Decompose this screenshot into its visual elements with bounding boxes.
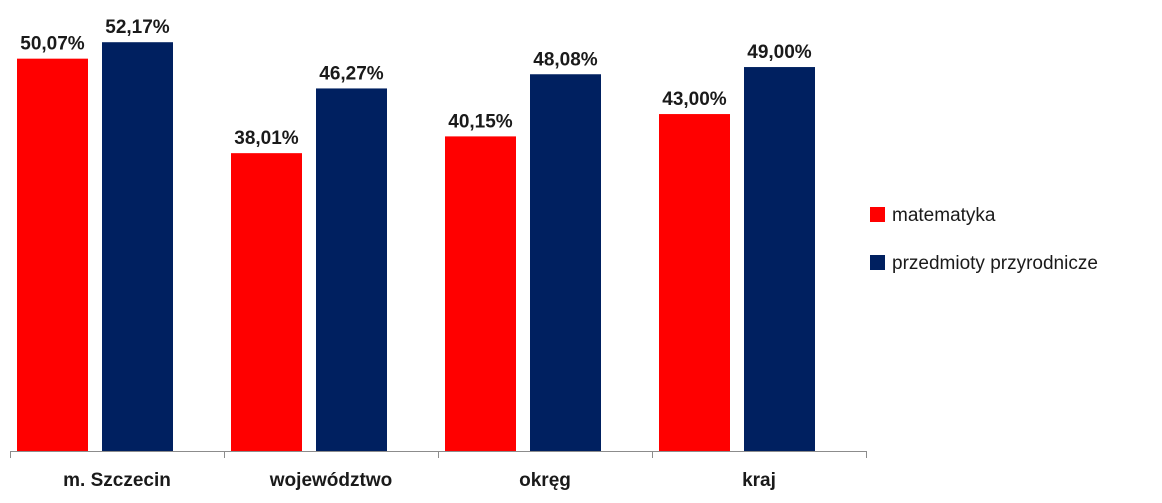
- x-tick-label-kraj: kraj: [742, 470, 776, 491]
- x-axis: [10, 451, 867, 458]
- data-label-przedmioty-przyrodnicze-wojewodztwo: 46,27%: [319, 63, 384, 84]
- bar-przedmioty-przyrodnicze-kraj: [744, 67, 815, 452]
- data-label-przedmioty-przyrodnicze-okreg: 48,08%: [533, 49, 598, 70]
- data-label-matematyka-kraj: 43,00%: [662, 89, 727, 110]
- data-label-matematyka-okreg: 40,15%: [448, 111, 513, 132]
- x-tick-label-wojewodztwo: województwo: [269, 470, 392, 491]
- legend: matematyka przedmioty przyrodnicze: [870, 205, 1098, 274]
- bar-przedmioty-przyrodnicze-okreg: [530, 74, 601, 452]
- data-labels-layer: 50,07% 52,17% 38,01% 46,27% 40,15% 48,08% 43,0…: [20, 17, 812, 149]
- data-label-matematyka-m-szczecin: 50,07%: [20, 34, 85, 55]
- bar-przedmioty-przyrodnicze-m-szczecin: [102, 42, 173, 451]
- bar-matematyka-kraj: [659, 114, 730, 452]
- data-label-matematyka-wojewodztwo: 38,01%: [234, 128, 299, 149]
- bars-layer: [17, 42, 815, 452]
- x-tick-label-okreg: okręg: [519, 470, 571, 491]
- data-label-przedmioty-przyrodnicze-kraj: 49,00%: [747, 42, 812, 63]
- x-axis-tick-labels: m. Szczecin województwo okręg kraj: [63, 470, 776, 491]
- legend-label-przedmioty-przyrodnicze: przedmioty przyrodnicze: [892, 253, 1098, 274]
- bar-matematyka-wojewodztwo: [231, 153, 302, 451]
- data-label-przedmioty-przyrodnicze-m-szczecin: 52,17%: [105, 17, 170, 38]
- bar-przedmioty-przyrodnicze-wojewodztwo: [316, 88, 387, 451]
- bar-matematyka-okreg: [445, 136, 516, 451]
- legend-swatch-matematyka: [870, 207, 885, 222]
- x-tick-label-m-szczecin: m. Szczecin: [63, 470, 171, 491]
- bar-matematyka-m-szczecin: [17, 58, 88, 451]
- legend-swatch-przedmioty-przyrodnicze: [870, 255, 885, 270]
- legend-label-matematyka: matematyka: [892, 205, 996, 226]
